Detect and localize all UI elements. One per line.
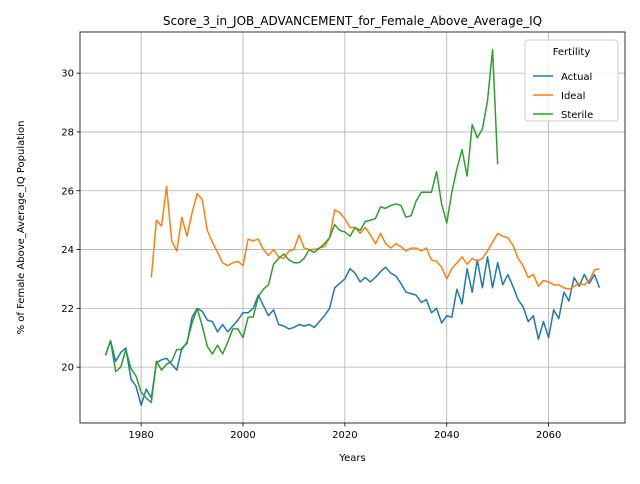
y-tick-label: 30	[61, 69, 74, 80]
y-tick-label: 22	[61, 304, 74, 315]
series-line-ideal	[150, 185, 600, 290]
y-tick-label: 20	[61, 363, 74, 374]
plot-frame	[79, 31, 626, 424]
legend-items: Actual Ideal Sterile	[533, 72, 593, 121]
x-tick-label: 2040	[434, 430, 459, 441]
y-tick-label: 24	[61, 245, 74, 256]
series-lines	[104, 48, 601, 407]
x-axis-label: Years	[338, 453, 365, 464]
legend-label-actual: Actual	[561, 72, 592, 83]
legend-title: Fertility	[553, 47, 591, 58]
x-tick-label: 2020	[332, 430, 357, 441]
y-axis-label: % of Female Above_Average_IQ Population	[16, 121, 27, 335]
legend-label-sterile: Sterile	[561, 110, 593, 121]
legend-label-ideal: Ideal	[561, 91, 585, 102]
y-axis: 20 22 24 26 28 30	[61, 69, 80, 374]
chart-title: Score_3_in_JOB_ADVANCEMENT_for_Female_Ab…	[163, 14, 542, 28]
x-axis: 1980 2000 2020 2040 2060	[128, 423, 561, 441]
y-tick-label: 26	[61, 186, 74, 197]
legend-box	[524, 39, 619, 122]
legend: Fertility Actual Ideal Sterile	[524, 39, 619, 122]
x-tick-label: 2000	[230, 430, 255, 441]
x-tick-label: 2060	[536, 430, 561, 441]
series-line-sterile	[104, 48, 499, 404]
x-tick-label: 1980	[128, 430, 153, 441]
y-tick-label: 28	[61, 127, 74, 138]
